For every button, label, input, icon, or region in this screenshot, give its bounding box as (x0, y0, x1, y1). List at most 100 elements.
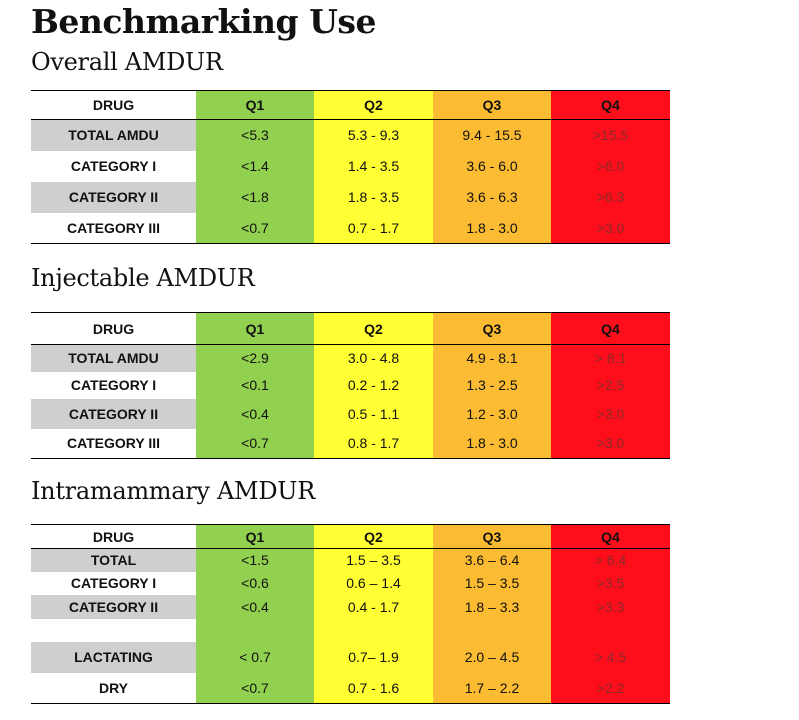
table-row: CATEGORY II <0.4 0.5 - 1.1 1.2 - 3.0 >3.… (31, 398, 670, 429)
q3-cell (433, 618, 551, 642)
q2-cell: 1.4 - 3.5 (314, 150, 433, 182)
intramammary-amdur-table: DRUG Q1 Q2 Q3 Q4 TOTAL <1.5 1.5 – 3.5 3.… (31, 524, 670, 704)
q2-cell: 1.8 - 3.5 (314, 181, 433, 213)
q3-cell: 1.3 - 2.5 (433, 371, 551, 399)
q3-cell: 3.6 - 6.0 (433, 150, 551, 182)
table-row: TOTAL AMDU <5.3 5.3 - 9.3 9.4 - 15.5 >15… (31, 119, 670, 151)
q2-cell (314, 618, 433, 642)
q3-cell: 1.8 – 3.3 (433, 594, 551, 619)
table-row: DRY <0.7 0.7 - 1.6 1.7 – 2.2 >2.2 (31, 672, 670, 704)
header-drug: DRUG (31, 90, 196, 120)
drug-cell: CATEGORY I (70, 575, 157, 591)
header-drug: DRUG (31, 524, 196, 549)
table-row: CATEGORY I <1.4 1.4 - 3.5 3.6 - 6.0 >6.0 (31, 150, 670, 182)
header-q1: Q1 (196, 90, 314, 120)
header-q3: Q3 (433, 312, 551, 345)
q1-cell: <5.3 (196, 119, 314, 151)
drug-cell: DRY (31, 672, 196, 704)
q1-cell: <0.4 (196, 594, 314, 619)
drug-cell: TOTAL AMDU (31, 344, 196, 372)
section-title-intramammary: Intramammary AMDUR (31, 477, 315, 505)
q3-cell: 3.6 - 6.3 (433, 181, 551, 213)
q2-cell: 5.3 - 9.3 (314, 119, 433, 151)
q1-cell: <2.9 (196, 344, 314, 372)
q1-cell: <0.6 (196, 571, 314, 595)
q3-cell: 1.8 - 3.0 (433, 212, 551, 244)
q2-cell: 0.6 – 1.4 (314, 571, 433, 595)
table-row: CATEGORY II <0.4 0.4 - 1.7 1.8 – 3.3 >3.… (31, 594, 670, 619)
drug-cell: CATEGORY III (31, 428, 196, 459)
header-q2: Q2 (314, 90, 433, 120)
header-q3: Q3 (433, 90, 551, 120)
header-q2: Q2 (314, 524, 433, 549)
header-q4: Q4 (551, 312, 670, 345)
q4-cell: >6.0 (551, 150, 670, 182)
table-row: TOTAL <1.5 1.5 – 3.5 3.6 – 6.4 > 6.4 (31, 548, 670, 572)
q2-cell: 0.7 - 1.7 (314, 212, 433, 244)
q3-cell: 2.0 – 4.5 (433, 641, 551, 673)
table-row: CATEGORY I <0.1 0.2 - 1.2 1.3 - 2.5 >2.5 (31, 371, 670, 399)
q2-cell: 0.5 - 1.1 (314, 398, 433, 429)
q4-cell: >15.5 (551, 119, 670, 151)
q2-cell: 0.7 - 1.6 (314, 672, 433, 704)
q3-cell: 3.6 – 6.4 (433, 548, 551, 572)
section-title-overall: Overall AMDUR (31, 48, 223, 76)
q3-cell: 1.7 – 2.2 (433, 672, 551, 704)
q1-cell: <1.4 (196, 150, 314, 182)
q4-cell: >3.5 (551, 571, 670, 595)
header-drug: DRUG (31, 312, 196, 345)
header-q4: Q4 (551, 524, 670, 549)
q1-cell: < 0.7 (196, 641, 314, 673)
drug-cell (31, 619, 196, 642)
q2-cell: 0.2 - 1.2 (314, 371, 433, 399)
drug-cell: CATEGORY II (31, 398, 196, 429)
q3-cell: 9.4 - 15.5 (433, 119, 551, 151)
drug-cell: CATEGORY I (70, 377, 157, 393)
drug-cell: CATEGORY II (31, 181, 196, 213)
q4-cell: > 4.5 (551, 641, 670, 673)
header-q1: Q1 (196, 524, 314, 549)
drug-cell: TOTAL (31, 548, 196, 572)
table-row: CATEGORY I <0.6 0.6 – 1.4 1.5 – 3.5 >3.5 (31, 571, 670, 595)
q2-cell: 0.7– 1.9 (314, 641, 433, 673)
header-q3: Q3 (433, 524, 551, 549)
drug-cell: TOTAL AMDU (31, 119, 196, 151)
drug-cell: CATEGORY I (70, 158, 157, 174)
table-row: TOTAL AMDU <2.9 3.0 - 4.8 4.9 - 8.1 > 8.… (31, 344, 670, 372)
q4-cell: >6.3 (551, 181, 670, 213)
q4-cell (551, 618, 670, 642)
q4-cell: >3.0 (551, 212, 670, 244)
q1-cell: <1.8 (196, 181, 314, 213)
q1-cell: <0.7 (196, 672, 314, 704)
overall-amdur-table: DRUG Q1 Q2 Q3 Q4 TOTAL AMDU <5.3 5.3 - 9… (31, 90, 670, 244)
table-header-row: DRUG Q1 Q2 Q3 Q4 (31, 90, 670, 120)
q4-cell: >3.0 (551, 398, 670, 429)
q2-cell: 3.0 - 4.8 (314, 344, 433, 372)
q2-cell: 1.5 – 3.5 (314, 548, 433, 572)
header-q1: Q1 (196, 312, 314, 345)
q1-cell: <0.4 (196, 398, 314, 429)
q4-cell: >3.0 (551, 428, 670, 459)
table-header-row: DRUG Q1 Q2 Q3 Q4 (31, 312, 670, 345)
q1-cell: <0.7 (196, 212, 314, 244)
injectable-amdur-table: DRUG Q1 Q2 Q3 Q4 TOTAL AMDU <2.9 3.0 - 4… (31, 312, 670, 459)
page-title: Benchmarking Use (31, 2, 376, 41)
q2-cell: 0.8 - 1.7 (314, 428, 433, 459)
drug-cell: LACTATING (31, 641, 196, 673)
header-q2: Q2 (314, 312, 433, 345)
table-row: LACTATING < 0.7 0.7– 1.9 2.0 – 4.5 > 4.5 (31, 641, 670, 673)
table-row: CATEGORY III <0.7 0.7 - 1.7 1.8 - 3.0 >3… (31, 212, 670, 244)
table-row: CATEGORY II <1.8 1.8 - 3.5 3.6 - 6.3 >6.… (31, 181, 670, 213)
q3-cell: 1.8 - 3.0 (433, 428, 551, 459)
q4-cell: >2.2 (551, 672, 670, 704)
q2-cell: 0.4 - 1.7 (314, 594, 433, 619)
section-title-injectable: Injectable AMDUR (31, 264, 255, 292)
q1-cell: <0.1 (196, 371, 314, 399)
q3-cell: 1.2 - 3.0 (433, 398, 551, 429)
q4-cell: >3.3 (551, 594, 670, 619)
drug-cell: CATEGORY III (31, 212, 196, 244)
q1-cell: <1.5 (196, 548, 314, 572)
drug-cell: CATEGORY II (31, 594, 196, 619)
table-row-spacer (31, 618, 670, 642)
q4-cell: >2.5 (551, 371, 670, 399)
